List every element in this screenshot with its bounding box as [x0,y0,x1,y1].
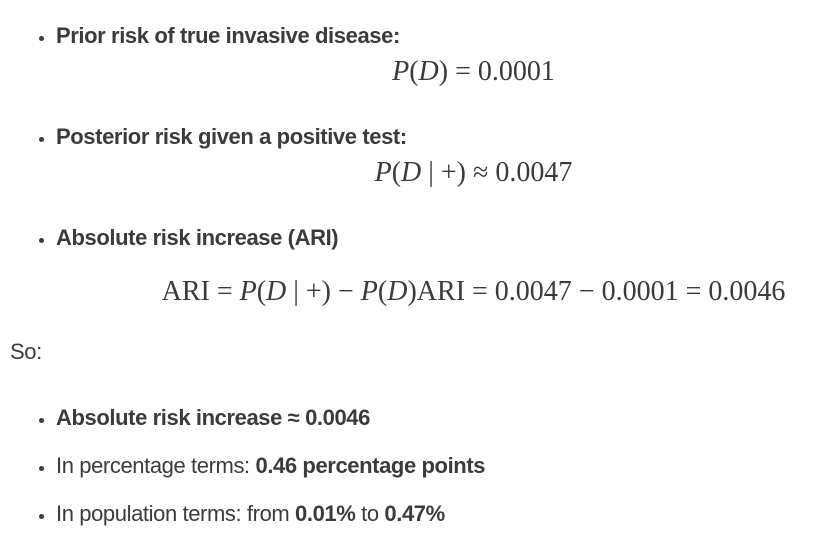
so-paragraph: So: [10,339,42,364]
math-text: )ARI = 0.0047 − 0.0001 = 0.0046 [407,276,786,307]
math-variable: P [239,276,257,307]
summary-item-population-prefix: In population terms: from [56,501,296,526]
summary-item-ari: Absolute risk increase ≈ 0.0046 [56,402,827,434]
posterior-risk-formula: P(D | +) ≈ 0.0047 [120,155,827,191]
math-variable: D [387,276,408,307]
summary-list: Absolute risk increase ≈ 0.0046 In perce… [10,402,827,530]
math-text: ARI = [161,276,240,307]
math-text: ( [256,276,267,307]
math-variable: P [360,276,378,307]
risk-item-prior: Prior risk of true invasive disease: P(D… [56,20,827,90]
math-text: ) = 0.0001 [438,56,555,87]
risk-item-posterior: Posterior risk given a positive test: P(… [56,121,827,191]
summary-item-percentage: In percentage terms: 0.46 percentage poi… [56,450,827,482]
risk-item-posterior-title: Posterior risk given a positive test: [56,124,407,149]
summary-item-percentage-prefix: In percentage terms: [56,453,256,478]
summary-item-population-to: 0.47% [384,501,445,526]
risk-list: Prior risk of true invasive disease: P(D… [10,20,827,310]
summary-item-percentage-value: 0.46 percentage points [255,453,486,478]
prior-risk-formula: P(D) = 0.0001 [120,54,827,90]
risk-item-ari: Absolute risk increase (ARI) ARI = P(D |… [56,222,827,310]
summary-item-population-from: 0.01% [295,501,356,526]
summary-item-population: In population terms: from 0.01% to 0.47% [56,498,827,530]
math-text: | +) ≈ 0.0047 [421,157,573,188]
math-variable: D [401,157,422,188]
math-text: ( [391,157,402,188]
math-text: ( [409,56,419,87]
ari-formula: ARI = P(D | +) − P(D)ARI = 0.0047 − 0.00… [120,274,827,310]
math-variable: P [392,56,410,87]
document-body: Prior risk of true invasive disease: P(D… [0,0,827,530]
math-variable: D [418,56,439,87]
summary-item-population-mid: to [355,501,385,526]
math-variable: D [266,276,287,307]
math-variable: P [374,157,392,188]
math-text: | +) − [286,276,361,307]
risk-item-ari-title: Absolute risk increase (ARI) [56,225,339,250]
risk-item-prior-title: Prior risk of true invasive disease: [56,23,400,48]
summary-item-ari-text: Absolute risk increase ≈ 0.0046 [56,405,370,430]
math-text: ( [377,276,388,307]
